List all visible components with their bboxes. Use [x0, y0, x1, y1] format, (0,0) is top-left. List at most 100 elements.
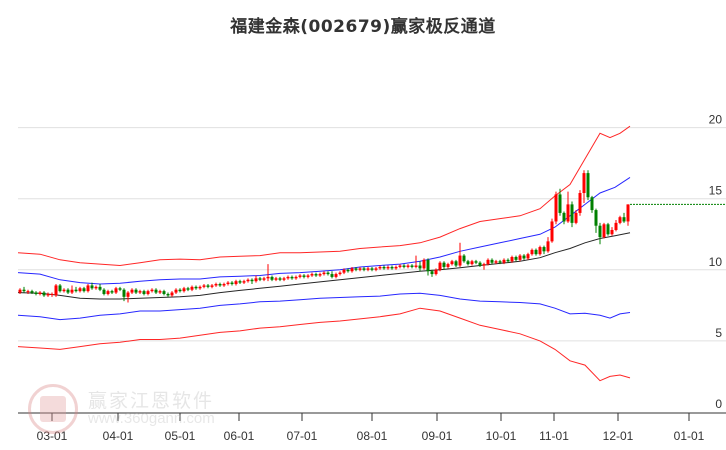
candle: [34, 291, 38, 296]
candle: [182, 286, 186, 293]
candle: [434, 268, 438, 276]
candle: [114, 286, 118, 294]
x-tick-label: 01-01: [674, 429, 705, 443]
candle: [546, 237, 550, 253]
candle: [146, 289, 150, 296]
candle: [254, 275, 258, 283]
y-tick-label: 15: [709, 184, 723, 198]
candle: [402, 264, 406, 269]
y-tick-label: 20: [709, 113, 723, 127]
y-tick-label: 5: [715, 326, 722, 340]
candle: [602, 222, 606, 239]
candle: [530, 248, 534, 256]
candle: [466, 259, 470, 266]
candle: [102, 288, 106, 296]
candle: [158, 289, 162, 294]
candle: [42, 291, 46, 297]
candle: [82, 286, 86, 293]
candle: [190, 285, 194, 292]
candle: [222, 282, 226, 287]
candle: [150, 288, 154, 293]
candle: [306, 274, 310, 279]
candle: [194, 285, 198, 290]
candle: [474, 259, 478, 265]
candle: [470, 259, 474, 266]
candle: [506, 258, 510, 263]
x-tick-label: 12-01: [603, 429, 634, 443]
x-tick-label: 09-01: [422, 429, 453, 443]
candle: [562, 211, 566, 225]
candle: [558, 188, 562, 216]
candle: [246, 278, 250, 283]
candle: [54, 284, 58, 297]
candle: [462, 254, 466, 263]
candle: [202, 284, 206, 289]
candle: [98, 284, 102, 292]
candle: [534, 248, 538, 256]
x-tick-label: 07-01: [287, 429, 318, 443]
candle: [122, 288, 126, 302]
x-tick-label: 05-01: [165, 429, 196, 443]
candle: [354, 266, 358, 272]
candle: [238, 279, 242, 285]
candle: [322, 271, 326, 276]
candle: [622, 212, 626, 223]
candle: [574, 210, 578, 225]
candle: [170, 291, 174, 297]
candle: [266, 264, 270, 282]
candle: [498, 259, 502, 265]
candle: [382, 265, 386, 270]
candle: [78, 286, 82, 293]
candle: [586, 170, 590, 201]
chart-title: 福建金森(002679)赢家极反通道: [230, 17, 496, 37]
band-outer-lower: [17, 307, 631, 382]
candle: [394, 265, 398, 270]
candle: [430, 269, 434, 277]
candle: [62, 288, 66, 293]
candle: [362, 266, 366, 272]
candle: [230, 281, 234, 286]
y-tick-label: 10: [709, 255, 723, 269]
candle: [410, 264, 414, 269]
candle: [338, 271, 342, 276]
candle: [346, 268, 350, 273]
grid-lines: [18, 127, 726, 342]
candle: [214, 282, 218, 287]
candle: [386, 265, 390, 270]
candle: [302, 274, 306, 279]
candle: [614, 220, 618, 232]
candle: [550, 218, 554, 243]
candle: [210, 284, 214, 289]
candle: [250, 278, 254, 285]
candle: [578, 190, 582, 216]
candle: [358, 266, 362, 272]
candle: [138, 289, 142, 294]
candle: [226, 281, 230, 286]
candle: [270, 275, 274, 282]
candle: [58, 284, 62, 293]
candle: [450, 259, 454, 266]
candle: [542, 245, 546, 255]
candle: [374, 266, 378, 272]
candle: [118, 286, 122, 292]
candle: [90, 282, 94, 290]
x-tick-label: 08-01: [357, 429, 388, 443]
candle: [522, 254, 526, 260]
candle: [598, 222, 602, 245]
candle: [446, 262, 450, 269]
candle: [154, 288, 158, 294]
candle: [274, 276, 278, 282]
candle: [22, 286, 26, 293]
candle: [50, 292, 54, 297]
candle: [18, 288, 22, 294]
candle: [74, 286, 78, 293]
candle: [418, 261, 422, 272]
candle: [526, 252, 530, 260]
candle: [242, 279, 246, 285]
candle: [106, 289, 110, 296]
candle: [482, 262, 486, 270]
candle: [318, 272, 322, 277]
candle: [342, 268, 346, 275]
candle: [134, 288, 138, 294]
